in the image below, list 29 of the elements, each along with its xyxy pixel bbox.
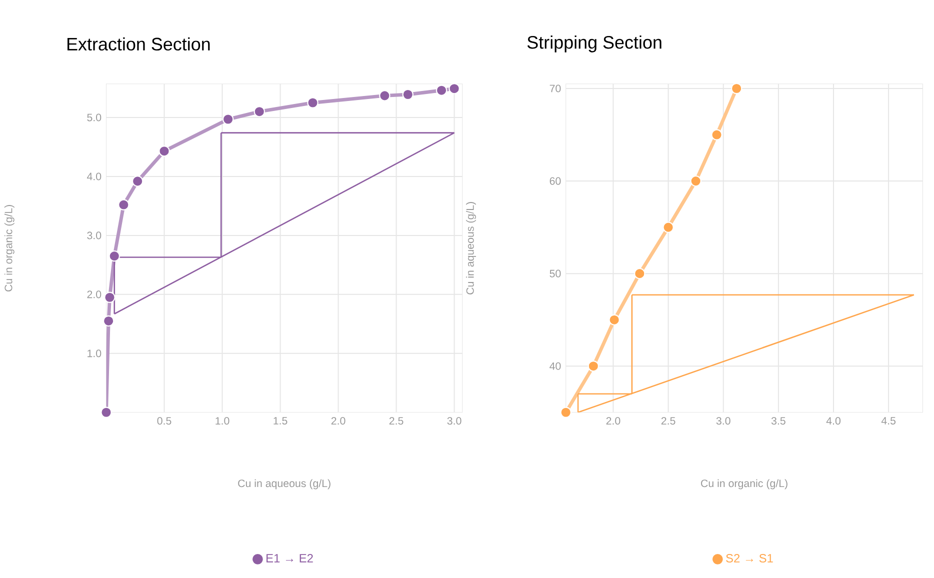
x-tick-label: 2.5 [389, 417, 404, 425]
x-tick-label: 4.0 [826, 417, 840, 425]
x-tick-label: 1.5 [274, 417, 288, 424]
x-tick-label: 0.5 [157, 417, 172, 425]
chart-title: Stripping Section [527, 35, 662, 52]
chart-title: Extraction Section [68, 37, 210, 50]
y-tick-label: 70 [550, 84, 561, 92]
y-tick-label: 4.0 [86, 172, 102, 180]
y-axis-title: Cu in organic (g/L) [4, 204, 14, 292]
y-tick-label: 5.0 [87, 114, 102, 122]
x-tick-label: 2.5 [661, 417, 676, 425]
x-tick-label: 3.0 [447, 417, 462, 425]
y-axis-title: Cu in aqueous (g/L) [466, 202, 476, 294]
x-tick-label: 3.0 [716, 417, 730, 425]
y-tick-label: 50 [550, 270, 561, 278]
x-tick-label: 1.0 [216, 417, 230, 425]
x-tick-label: 3.5 [771, 417, 786, 425]
x-tick-label: 2.0 [606, 417, 620, 425]
y-tick-label: 60 [550, 177, 561, 185]
x-axis-title: Cu in organic (g/L) [701, 479, 788, 490]
y-tick-label: 40 [550, 362, 561, 370]
x-tick-label: 2.0 [331, 417, 346, 425]
legend-label: S2 → S1 [726, 554, 773, 562]
y-tick-label: 2.0 [87, 290, 102, 298]
x-axis-title: Cu in aqueous (g/L) [238, 479, 330, 490]
x-tick-label: 4.5 [881, 417, 896, 424]
y-tick-label: 1.0 [88, 350, 102, 358]
y-tick-label: 3.0 [87, 232, 102, 240]
legend-label: E1 → E2 [266, 554, 313, 562]
